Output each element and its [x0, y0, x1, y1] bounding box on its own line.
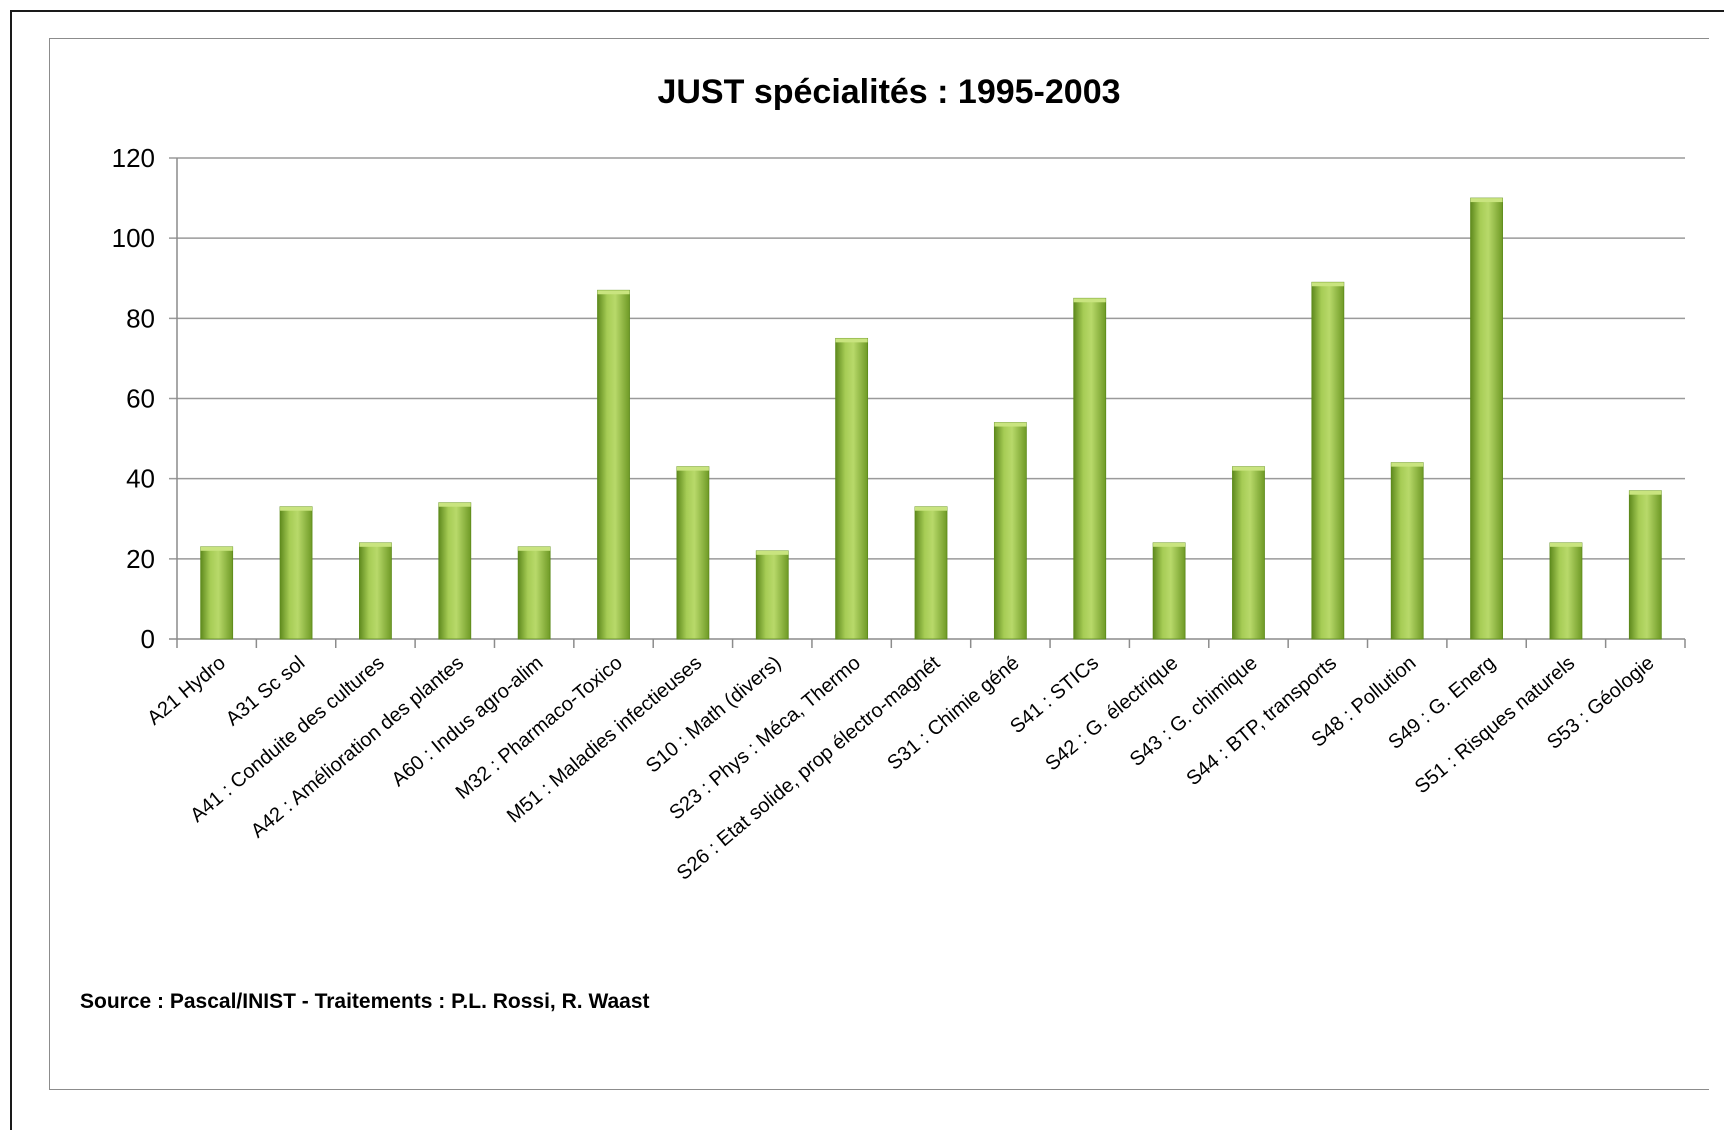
bar-cap: [835, 338, 868, 343]
x-category-label: A21 Hydro: [143, 652, 230, 730]
bar-cap: [597, 290, 630, 295]
bar-cap: [994, 422, 1027, 427]
x-category-label: S10 : Math (divers): [642, 652, 786, 777]
bar: [438, 502, 472, 640]
bar-cap: [438, 502, 471, 507]
bar: [835, 337, 869, 640]
source-note: Source : Pascal/INIST - Traitements : P.…: [80, 990, 650, 1013]
bar: [676, 466, 710, 640]
x-category-label: S42 : G. électrique: [1041, 652, 1182, 775]
bar: [1628, 490, 1662, 640]
bar: [279, 506, 313, 640]
bar: [755, 550, 789, 640]
x-category-label: S44 : BTP, transports: [1182, 652, 1341, 790]
bar: [1390, 462, 1424, 640]
bar-cap: [359, 542, 392, 547]
bar: [914, 506, 948, 640]
y-tick-label: 80: [126, 303, 155, 333]
bar-cap: [1470, 198, 1503, 203]
bar-cap: [280, 506, 313, 511]
bar-cap: [200, 546, 233, 551]
bars: [200, 197, 1662, 640]
x-axis: [176, 158, 1686, 648]
bar: [597, 289, 630, 640]
bar-cap: [1311, 282, 1344, 287]
x-category-label: S31 : Chimie géné: [883, 652, 1023, 775]
y-tick-label: 120: [112, 143, 155, 173]
bar: [1073, 297, 1107, 640]
y-tick-label: 100: [112, 223, 155, 253]
bar: [1311, 281, 1345, 640]
y-tick-label: 60: [126, 384, 155, 414]
x-category-label: A60 : Indus agro-alim: [388, 652, 548, 791]
bar: [359, 542, 392, 640]
y-tick-label: 0: [141, 624, 155, 654]
bar-cap: [1073, 298, 1106, 303]
bar: [993, 422, 1027, 640]
bar: [1549, 542, 1583, 640]
bar: [200, 546, 234, 640]
bar: [1470, 197, 1503, 640]
chart-area: [49, 38, 1709, 1090]
y-tick-label: 20: [126, 544, 155, 574]
y-tick-label: 40: [126, 464, 155, 494]
bar: [517, 546, 551, 640]
outer-frame: [10, 10, 1724, 1130]
bar: [1152, 542, 1186, 640]
x-category-label: S51 : Risques naturels: [1411, 652, 1579, 798]
y-axis-ticks: 0 20 40 60 80 100 120: [112, 143, 155, 654]
bar: [1232, 466, 1265, 640]
bar-cap: [1232, 466, 1265, 471]
chart-title: JUST spécialités : 1995-2003: [657, 73, 1120, 111]
bar-cap: [1391, 462, 1424, 467]
bar-cap: [676, 466, 709, 471]
bar-cap: [756, 550, 789, 555]
bar-cap: [1549, 542, 1582, 547]
bar-cap: [1629, 490, 1662, 495]
bar-cap: [915, 506, 947, 511]
bar-cap: [1153, 542, 1186, 547]
bar-cap: [518, 546, 551, 551]
